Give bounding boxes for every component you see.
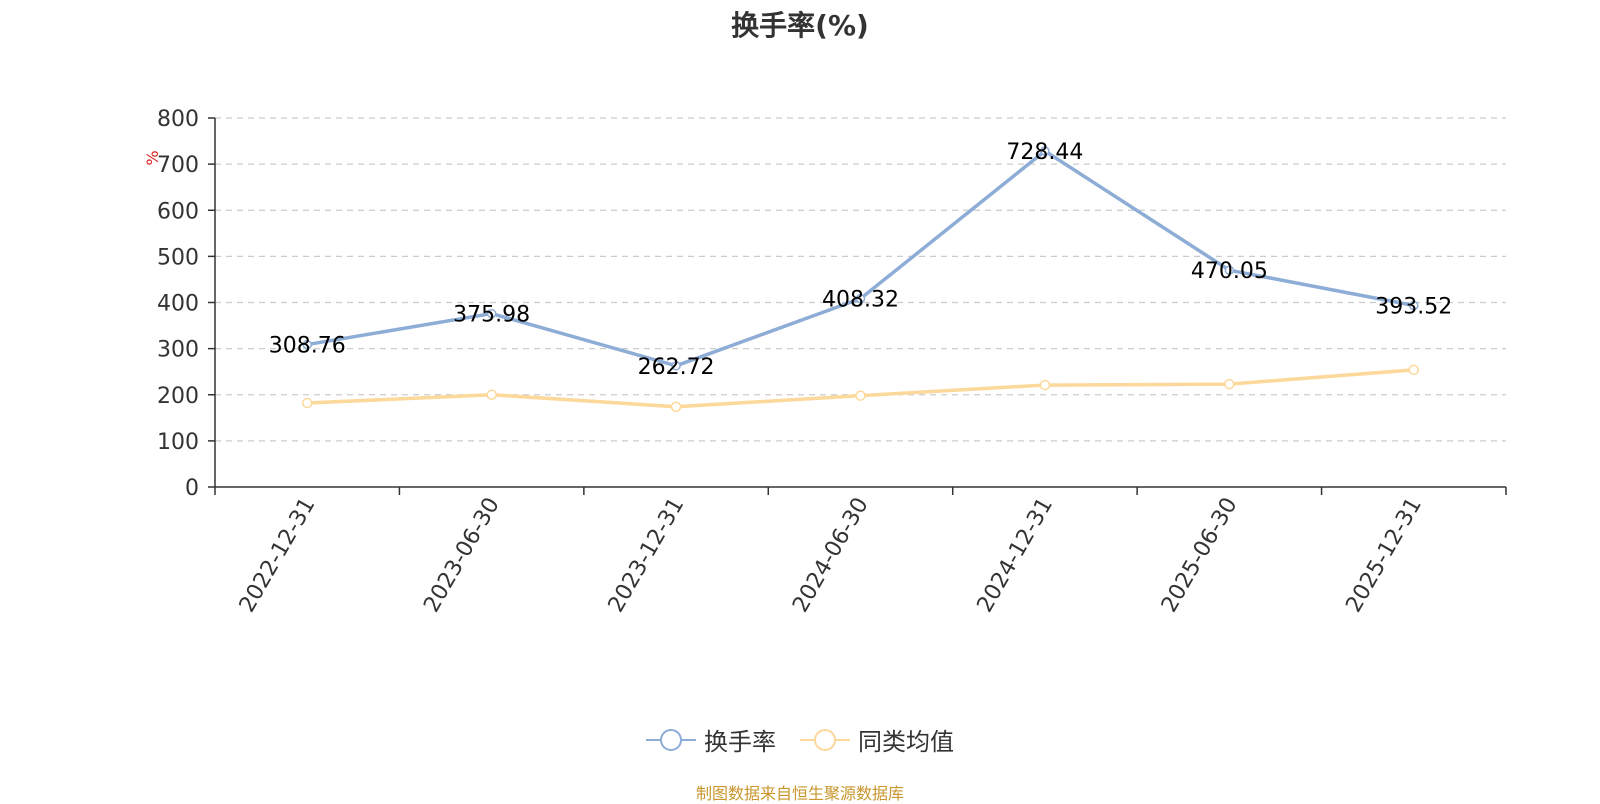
data-label: 262.72 (638, 355, 715, 380)
data-label: 470.05 (1191, 259, 1268, 284)
data-point (1408, 364, 1420, 376)
legend-label: 换手率 (704, 728, 776, 756)
y-tick-label: 0 (185, 476, 199, 501)
data-point (1409, 300, 1419, 311)
x-tick-label: 2023-06-30 (419, 494, 505, 617)
data-label: 408.32 (822, 288, 899, 313)
legend-item[interactable]: 换手率 (646, 722, 776, 757)
y-tick-label: 100 (157, 430, 199, 455)
y-tick-label: 400 (157, 292, 199, 317)
source-note: 制图数据来自恒生聚源数据库 (695, 784, 904, 803)
data-point (671, 361, 681, 371)
series-line-1 (307, 368, 1414, 409)
data-point (1039, 379, 1051, 391)
data-point (486, 308, 497, 319)
data-point (855, 293, 866, 304)
x-tick-label: 2024-06-30 (788, 494, 874, 617)
y-tick-label: 700 (157, 153, 199, 178)
data-point (302, 339, 312, 350)
data-point (1224, 265, 1235, 275)
x-tick-label: 2024-12-31 (973, 494, 1059, 617)
data-label: 393.52 (1375, 294, 1452, 319)
axes: 0 100 200 300 400 500 600 700 800 2022-12-31 2023-… (157, 107, 1507, 617)
data-point (1040, 146, 1050, 156)
x-tick-label: 2025-12-31 (1341, 494, 1427, 617)
data-point (486, 389, 497, 400)
data-point (855, 390, 866, 401)
y-unit-label: % (143, 150, 162, 165)
data-point (301, 397, 313, 409)
y-tick-label: 300 (157, 338, 199, 363)
chart-title: 换手率(%) (731, 9, 869, 42)
x-tick-label: 2025-06-30 (1157, 494, 1243, 617)
data-point (1224, 378, 1235, 390)
y-tick-label: 800 (157, 107, 199, 132)
data-label: 728.44 (1006, 140, 1083, 165)
x-tick-label: 2023-12-31 (604, 494, 690, 617)
data-label: 308.76 (269, 334, 346, 359)
data-labels: 308.76 375.98 262.72 408.32 728.44 470.05 393.… (269, 140, 1453, 380)
series (301, 146, 1420, 412)
data-label: 375.98 (453, 303, 530, 328)
legend: 换手率 同类均值 (0, 722, 1600, 757)
y-tick-label: 200 (157, 384, 199, 409)
y-tick-label: 600 (157, 199, 199, 224)
data-point (670, 401, 682, 412)
legend-item[interactable]: 同类均值 (800, 722, 954, 757)
legend-label: 同类均值 (858, 728, 954, 756)
legend-marker-icon (800, 728, 850, 751)
legend-marker-icon (646, 728, 696, 751)
x-tick-label: 2022-12-31 (235, 494, 321, 617)
y-tick-label: 500 (157, 245, 199, 270)
